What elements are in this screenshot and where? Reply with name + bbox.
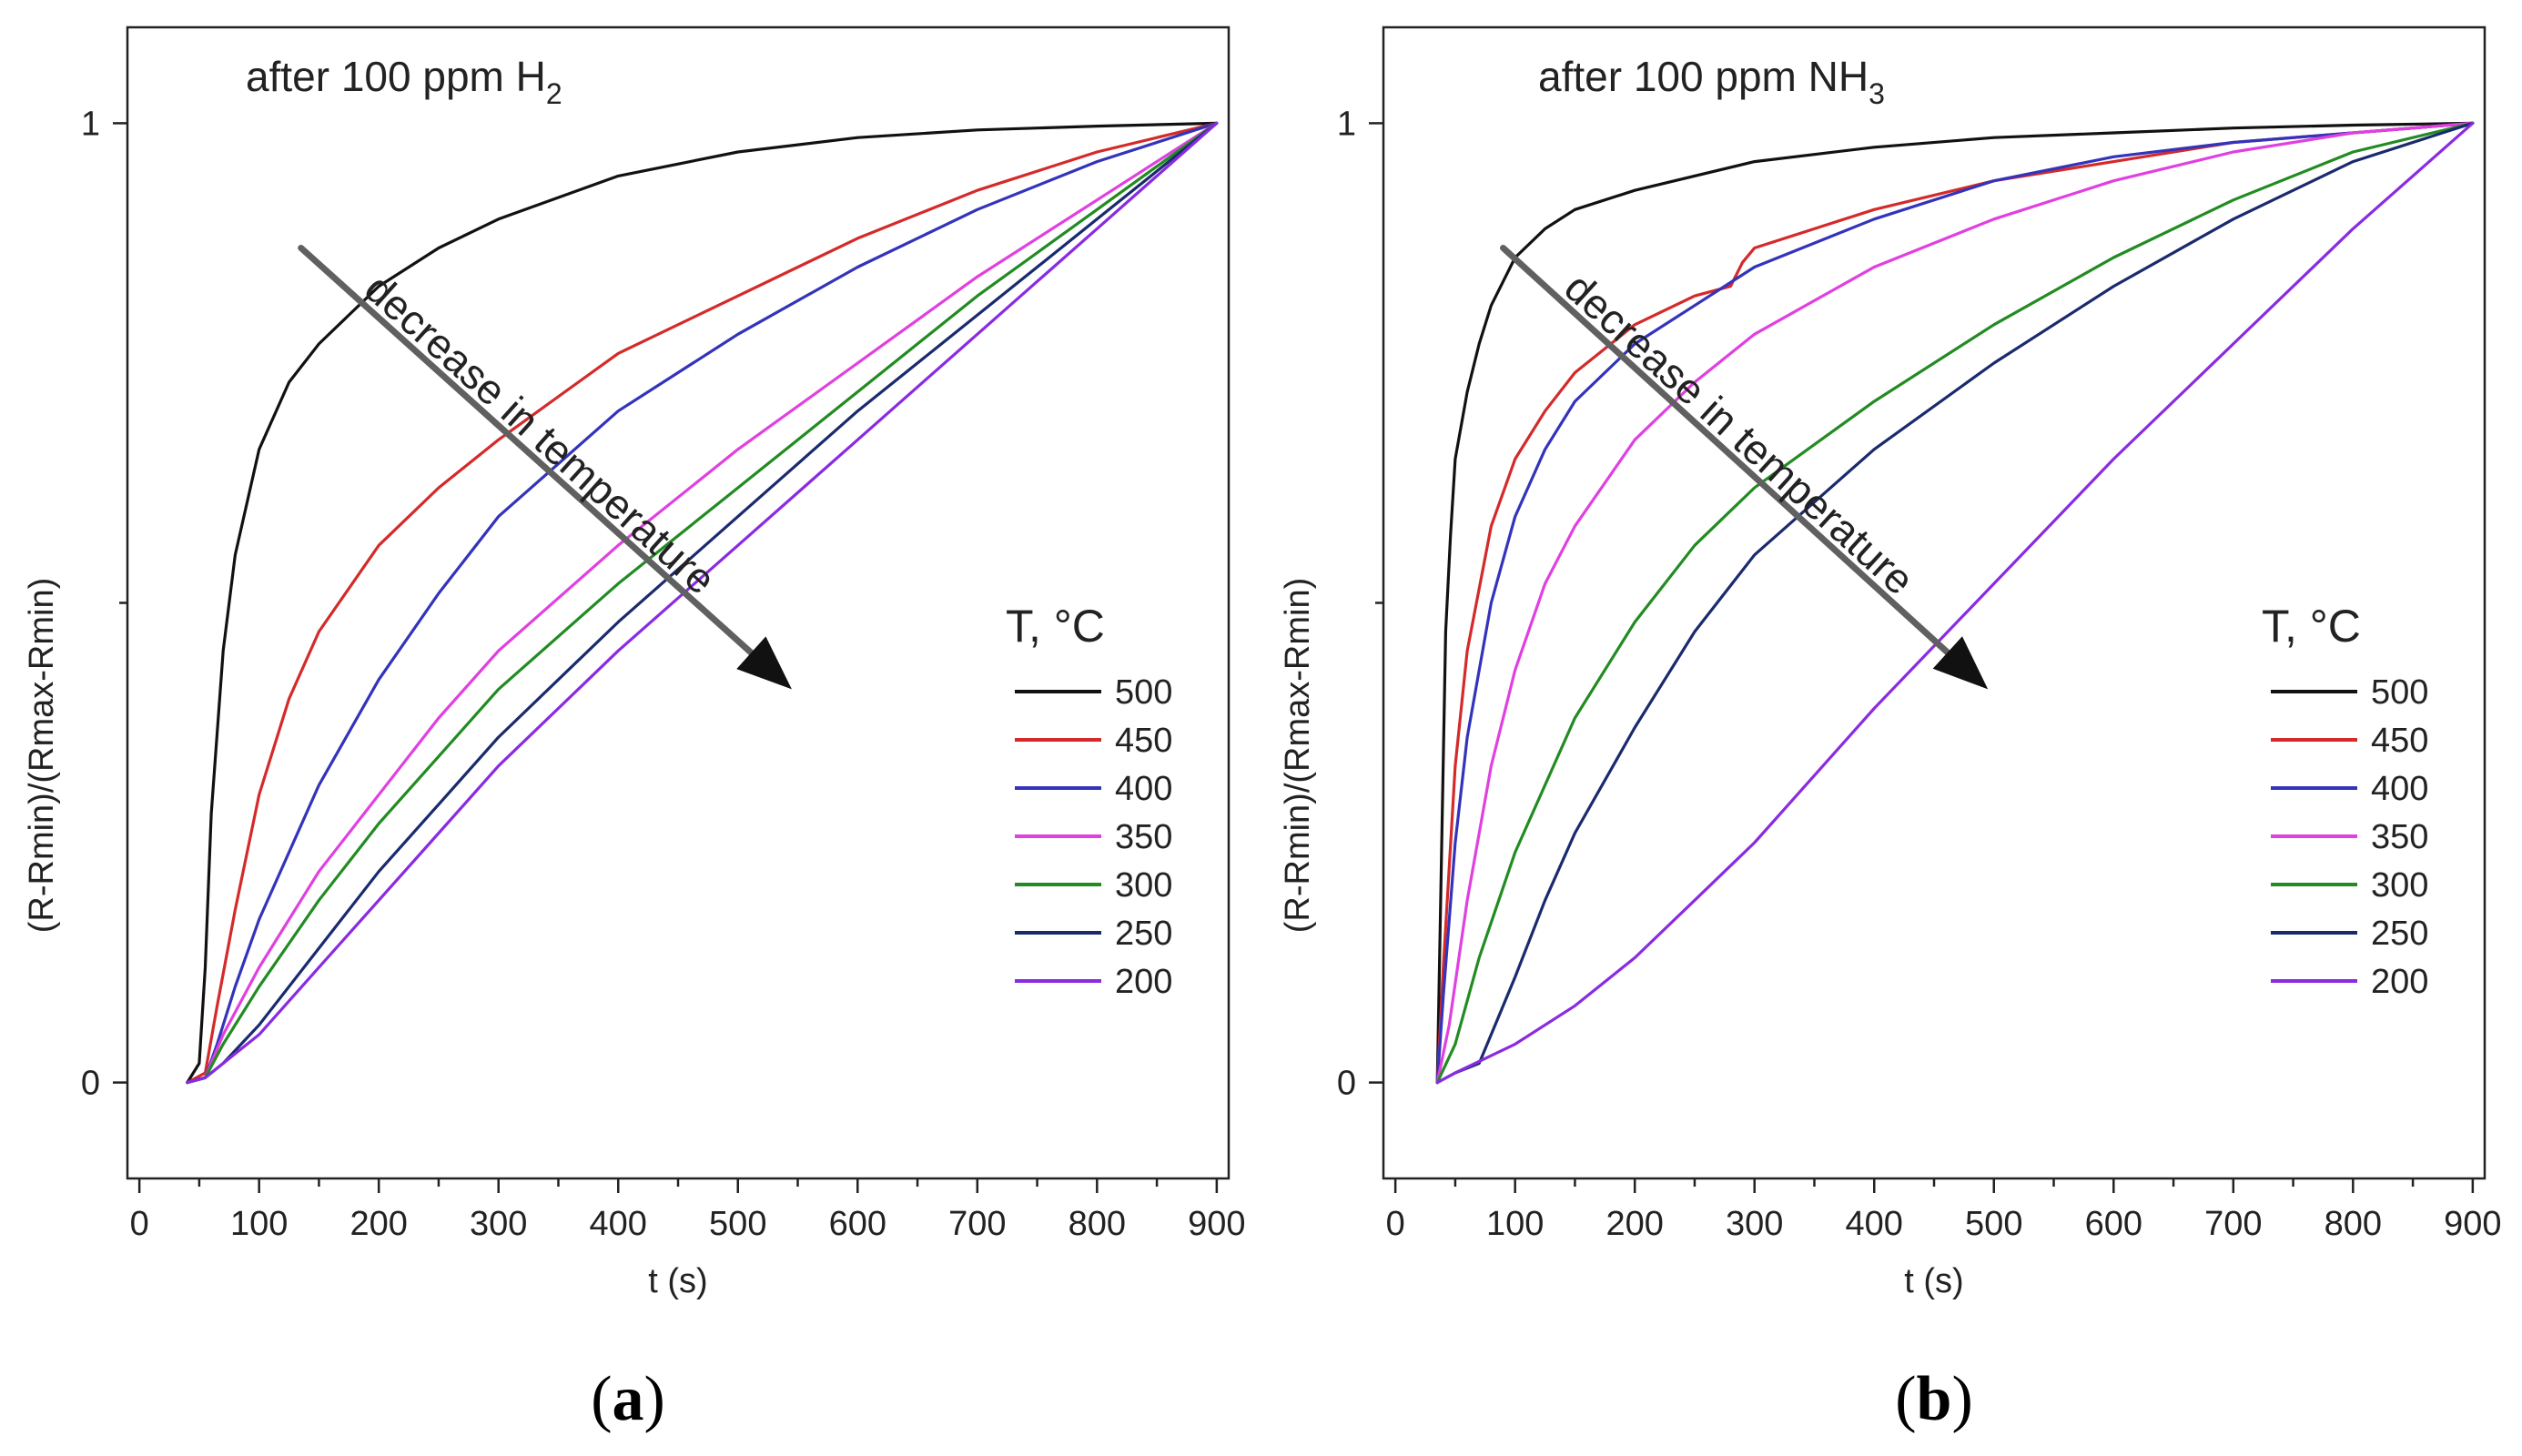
panel-b-x-tick-label-600: 600 [2085, 1205, 2142, 1243]
panel-a-arrow [298, 244, 792, 690]
panel-a-curve-400 [186, 121, 1219, 1085]
panel-b-y-tick-label-0: 0 [1337, 1065, 1356, 1103]
panel-b-curve-450 [1435, 121, 2475, 1085]
panel-b-curve-300 [1435, 121, 2475, 1085]
panel-a-x-tick-label-0: 0 [130, 1205, 149, 1243]
panel-a-legend-label-300: 300 [1115, 866, 1172, 905]
panel-a-x-tick-label-700: 700 [948, 1205, 1006, 1243]
panel-b-title: after 100 ppm NH3 [1538, 53, 1885, 110]
panel-b-curve-250 [1435, 121, 2475, 1085]
panel-a-label: (a) [591, 1364, 665, 1434]
panel-b-legend-label-300: 300 [2371, 866, 2428, 905]
panel-b-x-tick-label-700: 700 [2204, 1205, 2262, 1243]
panel-a-curve-500 [186, 121, 1219, 1085]
panel-a-x-tick-label-600: 600 [829, 1205, 886, 1243]
panel-b-legend: T, °C 500 450 400 350 300 250 200 [2262, 601, 2428, 1001]
panel-a-x-tick-label-500: 500 [709, 1205, 766, 1243]
panel-a-legend-label-350: 350 [1115, 818, 1172, 856]
panel-a-x-tick-label-100: 100 [230, 1205, 288, 1243]
panel-a-x-tick-label-200: 200 [349, 1205, 407, 1243]
panel-b-label: (b) [1895, 1364, 1973, 1434]
panel-b-legend-label-350: 350 [2371, 818, 2428, 856]
panel-b-x-tick-label-100: 100 [1486, 1205, 1544, 1243]
panel-a-x-tick-label-400: 400 [590, 1205, 647, 1243]
panel-b-x-axis: 0 100 200 300 400 500 600 700 800 900 [1386, 1178, 2502, 1243]
panel-b-x-tick-label-200: 200 [1605, 1205, 1663, 1243]
panel-a-y-tick-label-0: 0 [81, 1065, 100, 1103]
panel-a-x-axis: 0 100 200 300 400 500 600 700 800 900 [130, 1178, 1246, 1243]
panel-a-legend: T, °C 500 450 400 350 300 250 200 [1006, 601, 1172, 1001]
panel-b-legend-label-400: 400 [2371, 770, 2428, 808]
panel-b-legend-label-450: 450 [2371, 722, 2428, 760]
panel-b-y-axis-title: (R-Rmin)/(Rmax-Rmin) [1279, 578, 1317, 934]
panel-a-legend-label-500: 500 [1115, 673, 1172, 712]
panel-b-legend-label-250: 250 [2371, 915, 2428, 953]
panel-b-annotation: decrease in temperature [1555, 263, 1923, 603]
panel-b-legend-title: T, °C [2262, 601, 2361, 652]
panel-a-curve-300 [186, 121, 1219, 1085]
panel-a: 0 100 200 300 400 500 600 700 800 900 01 decrease… [23, 25, 1246, 1434]
panel-b-curve-500 [1435, 121, 2475, 1085]
panel-a-legend-title: T, °C [1006, 601, 1105, 652]
panel-a-x-tick-label-900: 900 [1188, 1205, 1245, 1243]
panel-b-y-axis: 01 [1337, 105, 1383, 1103]
panel-a-y-axis-title: (R-Rmin)/(Rmax-Rmin) [23, 578, 61, 934]
panel-b-x-tick-label-300: 300 [1726, 1205, 1783, 1243]
panel-b-y-tick-label-1: 1 [1337, 105, 1356, 143]
panel-b-x-tick-label-500: 500 [1965, 1205, 2022, 1243]
panel-a-legend-label-250: 250 [1115, 915, 1172, 953]
panel-b-title-main: after 100 ppm NH [1538, 53, 1869, 100]
panel-a-x-tick-label-800: 800 [1069, 1205, 1126, 1243]
panel-b-legend-label-500: 500 [2371, 673, 2428, 712]
panel-b-curve-400 [1435, 121, 2475, 1085]
panel-b-x-axis-title: t (s) [1904, 1262, 1963, 1300]
panel-b-curve-350 [1435, 121, 2475, 1085]
panel-a-title-subscript: 2 [546, 77, 562, 110]
panel-a-curve-200 [186, 121, 1219, 1085]
panel-b: 0 100 200 300 400 500 600 700 800 900 01 decrease… [1279, 25, 2502, 1434]
panel-a-legend-entries: 500 450 400 350 300 250 200 [1015, 673, 1172, 1001]
panel-b-x-tick-label-800: 800 [2324, 1205, 2382, 1243]
panel-b-curve-200 [1435, 121, 2475, 1085]
panel-b-x-tick-label-0: 0 [1386, 1205, 1405, 1243]
panel-a-x-tick-label-300: 300 [470, 1205, 527, 1243]
panel-a-title-main: after 100 ppm H [246, 53, 546, 100]
panel-b-arrow [1500, 244, 1989, 690]
panel-a-curves [186, 121, 1219, 1085]
panel-a-x-axis-title: t (s) [648, 1262, 707, 1300]
panel-a-y-axis: 01 [81, 105, 127, 1103]
panel-b-x-tick-label-900: 900 [2444, 1205, 2501, 1243]
panel-a-legend-label-400: 400 [1115, 770, 1172, 808]
panel-a-curve-450 [186, 121, 1219, 1085]
panel-b-x-tick-label-400: 400 [1846, 1205, 1903, 1243]
panel-b-title-subscript: 3 [1869, 77, 1885, 110]
panel-a-legend-label-200: 200 [1115, 963, 1172, 1001]
panel-b-legend-label-200: 200 [2371, 963, 2428, 1001]
panel-a-y-tick-label-1: 1 [81, 105, 100, 143]
panel-a-title: after 100 ppm H2 [246, 53, 562, 110]
panel-a-annotation: decrease in temperature [356, 265, 724, 603]
panel-a-curve-350 [186, 121, 1219, 1085]
panel-b-legend-entries: 500 450 400 350 300 250 200 [2271, 673, 2428, 1001]
panel-b-curves [1435, 121, 2475, 1085]
panel-a-legend-label-450: 450 [1115, 722, 1172, 760]
